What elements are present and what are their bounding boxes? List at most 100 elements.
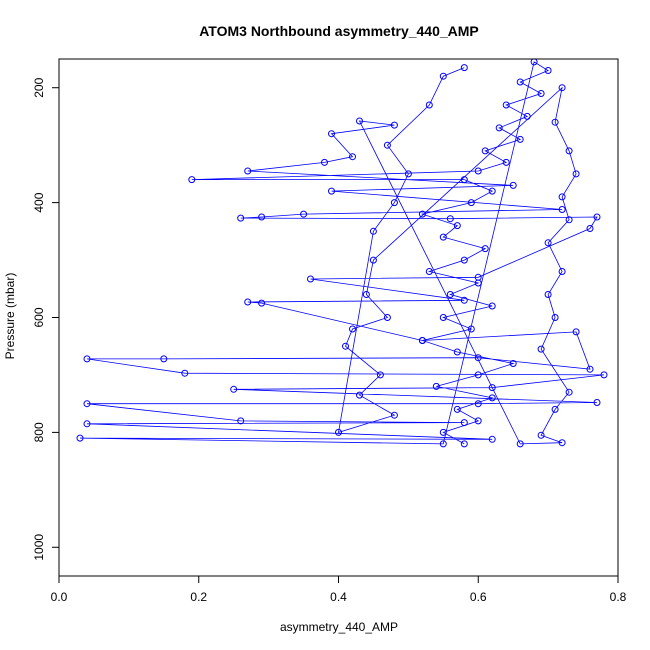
data-point (474, 167, 482, 175)
data-point (335, 428, 342, 436)
data-point (383, 314, 391, 321)
data-point (362, 291, 370, 298)
data-point (474, 400, 482, 408)
data-point (83, 355, 91, 363)
data-point (244, 298, 252, 306)
chart-title: ATOM3 Northbound asymmetry_440_AMP (199, 23, 479, 39)
data-point (321, 158, 328, 166)
data-point (460, 419, 468, 427)
data-point (572, 328, 580, 336)
data-point (565, 216, 573, 224)
data-point (558, 439, 566, 447)
data-point (537, 345, 545, 353)
data-point (453, 405, 461, 413)
data-point (404, 170, 412, 178)
data-point (328, 130, 335, 138)
data-point (83, 400, 91, 408)
data-point (439, 428, 447, 436)
y-tick-label: 200 (32, 77, 46, 97)
data-point (593, 399, 601, 406)
data-point (558, 84, 566, 92)
data-point (439, 233, 447, 241)
data-point (488, 302, 496, 310)
data-point (460, 176, 468, 184)
data-point (244, 167, 252, 175)
data-point (495, 124, 503, 132)
data-point (376, 371, 384, 379)
x-tick-label: 0.6 (470, 590, 487, 604)
data-point (446, 291, 454, 298)
data-point (342, 342, 349, 350)
data-point (572, 170, 580, 178)
data-point (369, 256, 377, 264)
data-point (237, 214, 245, 222)
data-point (453, 348, 461, 356)
data-point (432, 382, 440, 390)
y-tick-label: 1000 (32, 534, 46, 561)
data-point (488, 435, 496, 443)
data-point (502, 158, 510, 166)
data-point (467, 325, 475, 333)
data-point (390, 411, 398, 419)
data-point (474, 354, 482, 362)
data-point (328, 187, 335, 195)
data-point (160, 355, 168, 363)
x-tick-label: 0.2 (190, 590, 207, 604)
data-point (369, 227, 377, 235)
data-point (509, 360, 517, 367)
data-point (544, 67, 552, 74)
x-tick-label: 0.4 (330, 590, 347, 604)
data-point (488, 187, 496, 195)
data-point (467, 199, 475, 207)
x-axis: 0.0 0.2 0.4 0.6 0.8 (51, 575, 627, 604)
data-point (425, 268, 433, 275)
x-tick-label: 0.0 (51, 590, 68, 604)
data-point (537, 90, 545, 97)
data-point (460, 296, 468, 304)
data-point (586, 365, 594, 373)
data-point (307, 275, 314, 283)
data-point (418, 337, 426, 344)
data-layer (76, 58, 608, 448)
data-point (558, 193, 566, 201)
data-point (558, 206, 566, 213)
data-point (349, 153, 356, 161)
data-point (474, 371, 482, 379)
data-point (586, 225, 594, 232)
data-point (488, 384, 496, 392)
data-point (83, 420, 91, 428)
plot-frame (58, 58, 619, 577)
y-tick-label: 600 (32, 307, 46, 327)
data-point (516, 440, 524, 448)
data-point (460, 64, 468, 72)
data-point (439, 314, 447, 321)
data-point (418, 210, 426, 218)
data-point (390, 121, 398, 129)
data-point (356, 391, 363, 399)
data-point (502, 101, 510, 109)
data-point (439, 72, 447, 80)
data-point (300, 210, 308, 218)
data-point (551, 314, 559, 321)
data-point (474, 417, 482, 425)
data-point (558, 268, 566, 275)
data-point (544, 291, 552, 298)
data-point (488, 394, 496, 402)
data-point (446, 215, 454, 223)
data-point (565, 147, 573, 155)
data-point (600, 371, 608, 379)
data-point (258, 213, 266, 221)
data-point (349, 325, 356, 333)
data-point (230, 385, 238, 393)
data-point (565, 388, 573, 396)
y-tick-label: 800 (32, 422, 46, 442)
data-point (460, 256, 468, 264)
data-point (481, 147, 489, 155)
x-tick-label: 0.8 (610, 590, 627, 604)
data-point (390, 199, 398, 207)
data-point (258, 299, 266, 307)
data-point (237, 417, 245, 425)
series-line (79, 61, 605, 445)
data-point (356, 117, 363, 125)
